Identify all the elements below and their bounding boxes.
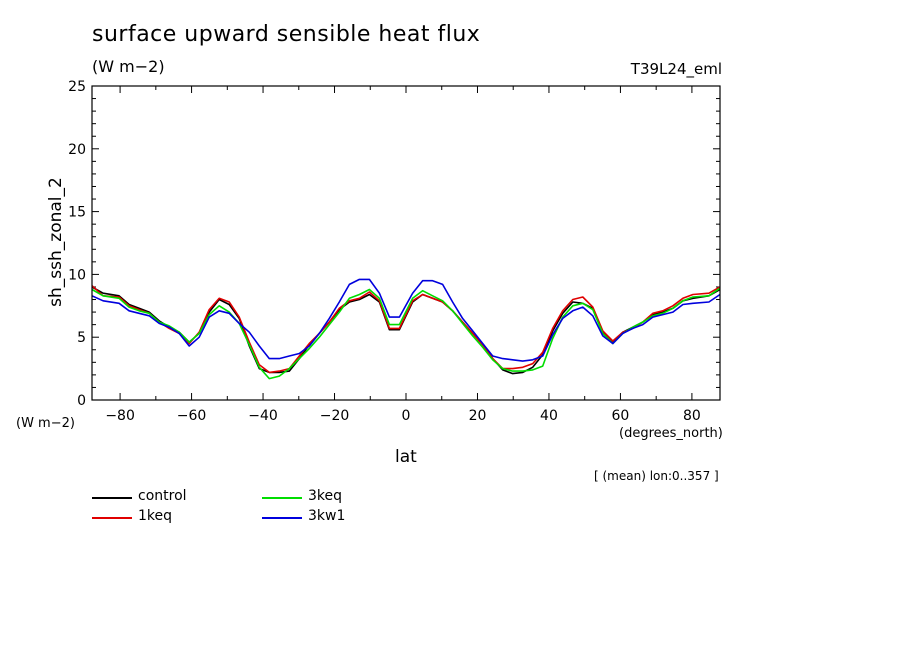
chart-subtitle: (W m−2) bbox=[92, 57, 165, 76]
y-tick-label: 0 bbox=[77, 393, 86, 409]
y-tick-label: 20 bbox=[68, 142, 86, 158]
x-tick-label: 20 bbox=[469, 408, 487, 424]
legend-swatch bbox=[92, 497, 132, 499]
legend-label: control bbox=[138, 488, 187, 504]
x-tick-label: −60 bbox=[177, 408, 207, 424]
y-tick-label: 15 bbox=[68, 205, 86, 221]
legend-label: 1keq bbox=[138, 508, 173, 524]
run-label: T39L24_eml bbox=[630, 60, 722, 78]
y-axis-unit: (W m−2) bbox=[16, 416, 75, 431]
x-axis-unit: (degrees_north) bbox=[619, 426, 723, 441]
y-tick-label: 25 bbox=[68, 79, 86, 95]
legend-swatch bbox=[262, 517, 302, 519]
x-tick-label: 60 bbox=[612, 408, 630, 424]
x-tick-label: 80 bbox=[683, 408, 701, 424]
mean-note: [ (mean) lon:0..357 ] bbox=[594, 469, 719, 483]
series-line-3kw1 bbox=[91, 278, 721, 362]
legend-label: 3keq bbox=[308, 488, 343, 504]
legend-swatch bbox=[92, 517, 132, 519]
x-tick-label: −40 bbox=[248, 408, 278, 424]
chart-title: surface upward sensible heat flux bbox=[92, 22, 481, 47]
x-tick-label: −20 bbox=[320, 408, 350, 424]
x-axis-label: lat bbox=[395, 447, 417, 467]
x-tick-label: 0 bbox=[402, 408, 411, 424]
y-tick-label: 10 bbox=[68, 267, 86, 283]
series-line-3keq bbox=[91, 287, 721, 380]
legend-swatch bbox=[262, 497, 302, 499]
y-tick-label: 5 bbox=[77, 330, 86, 346]
legend-label: 3kw1 bbox=[308, 508, 346, 524]
x-tick-label: 40 bbox=[540, 408, 558, 424]
x-tick-label: −80 bbox=[105, 408, 135, 424]
series-line-1keq bbox=[91, 285, 721, 374]
plot-frame bbox=[91, 85, 721, 401]
